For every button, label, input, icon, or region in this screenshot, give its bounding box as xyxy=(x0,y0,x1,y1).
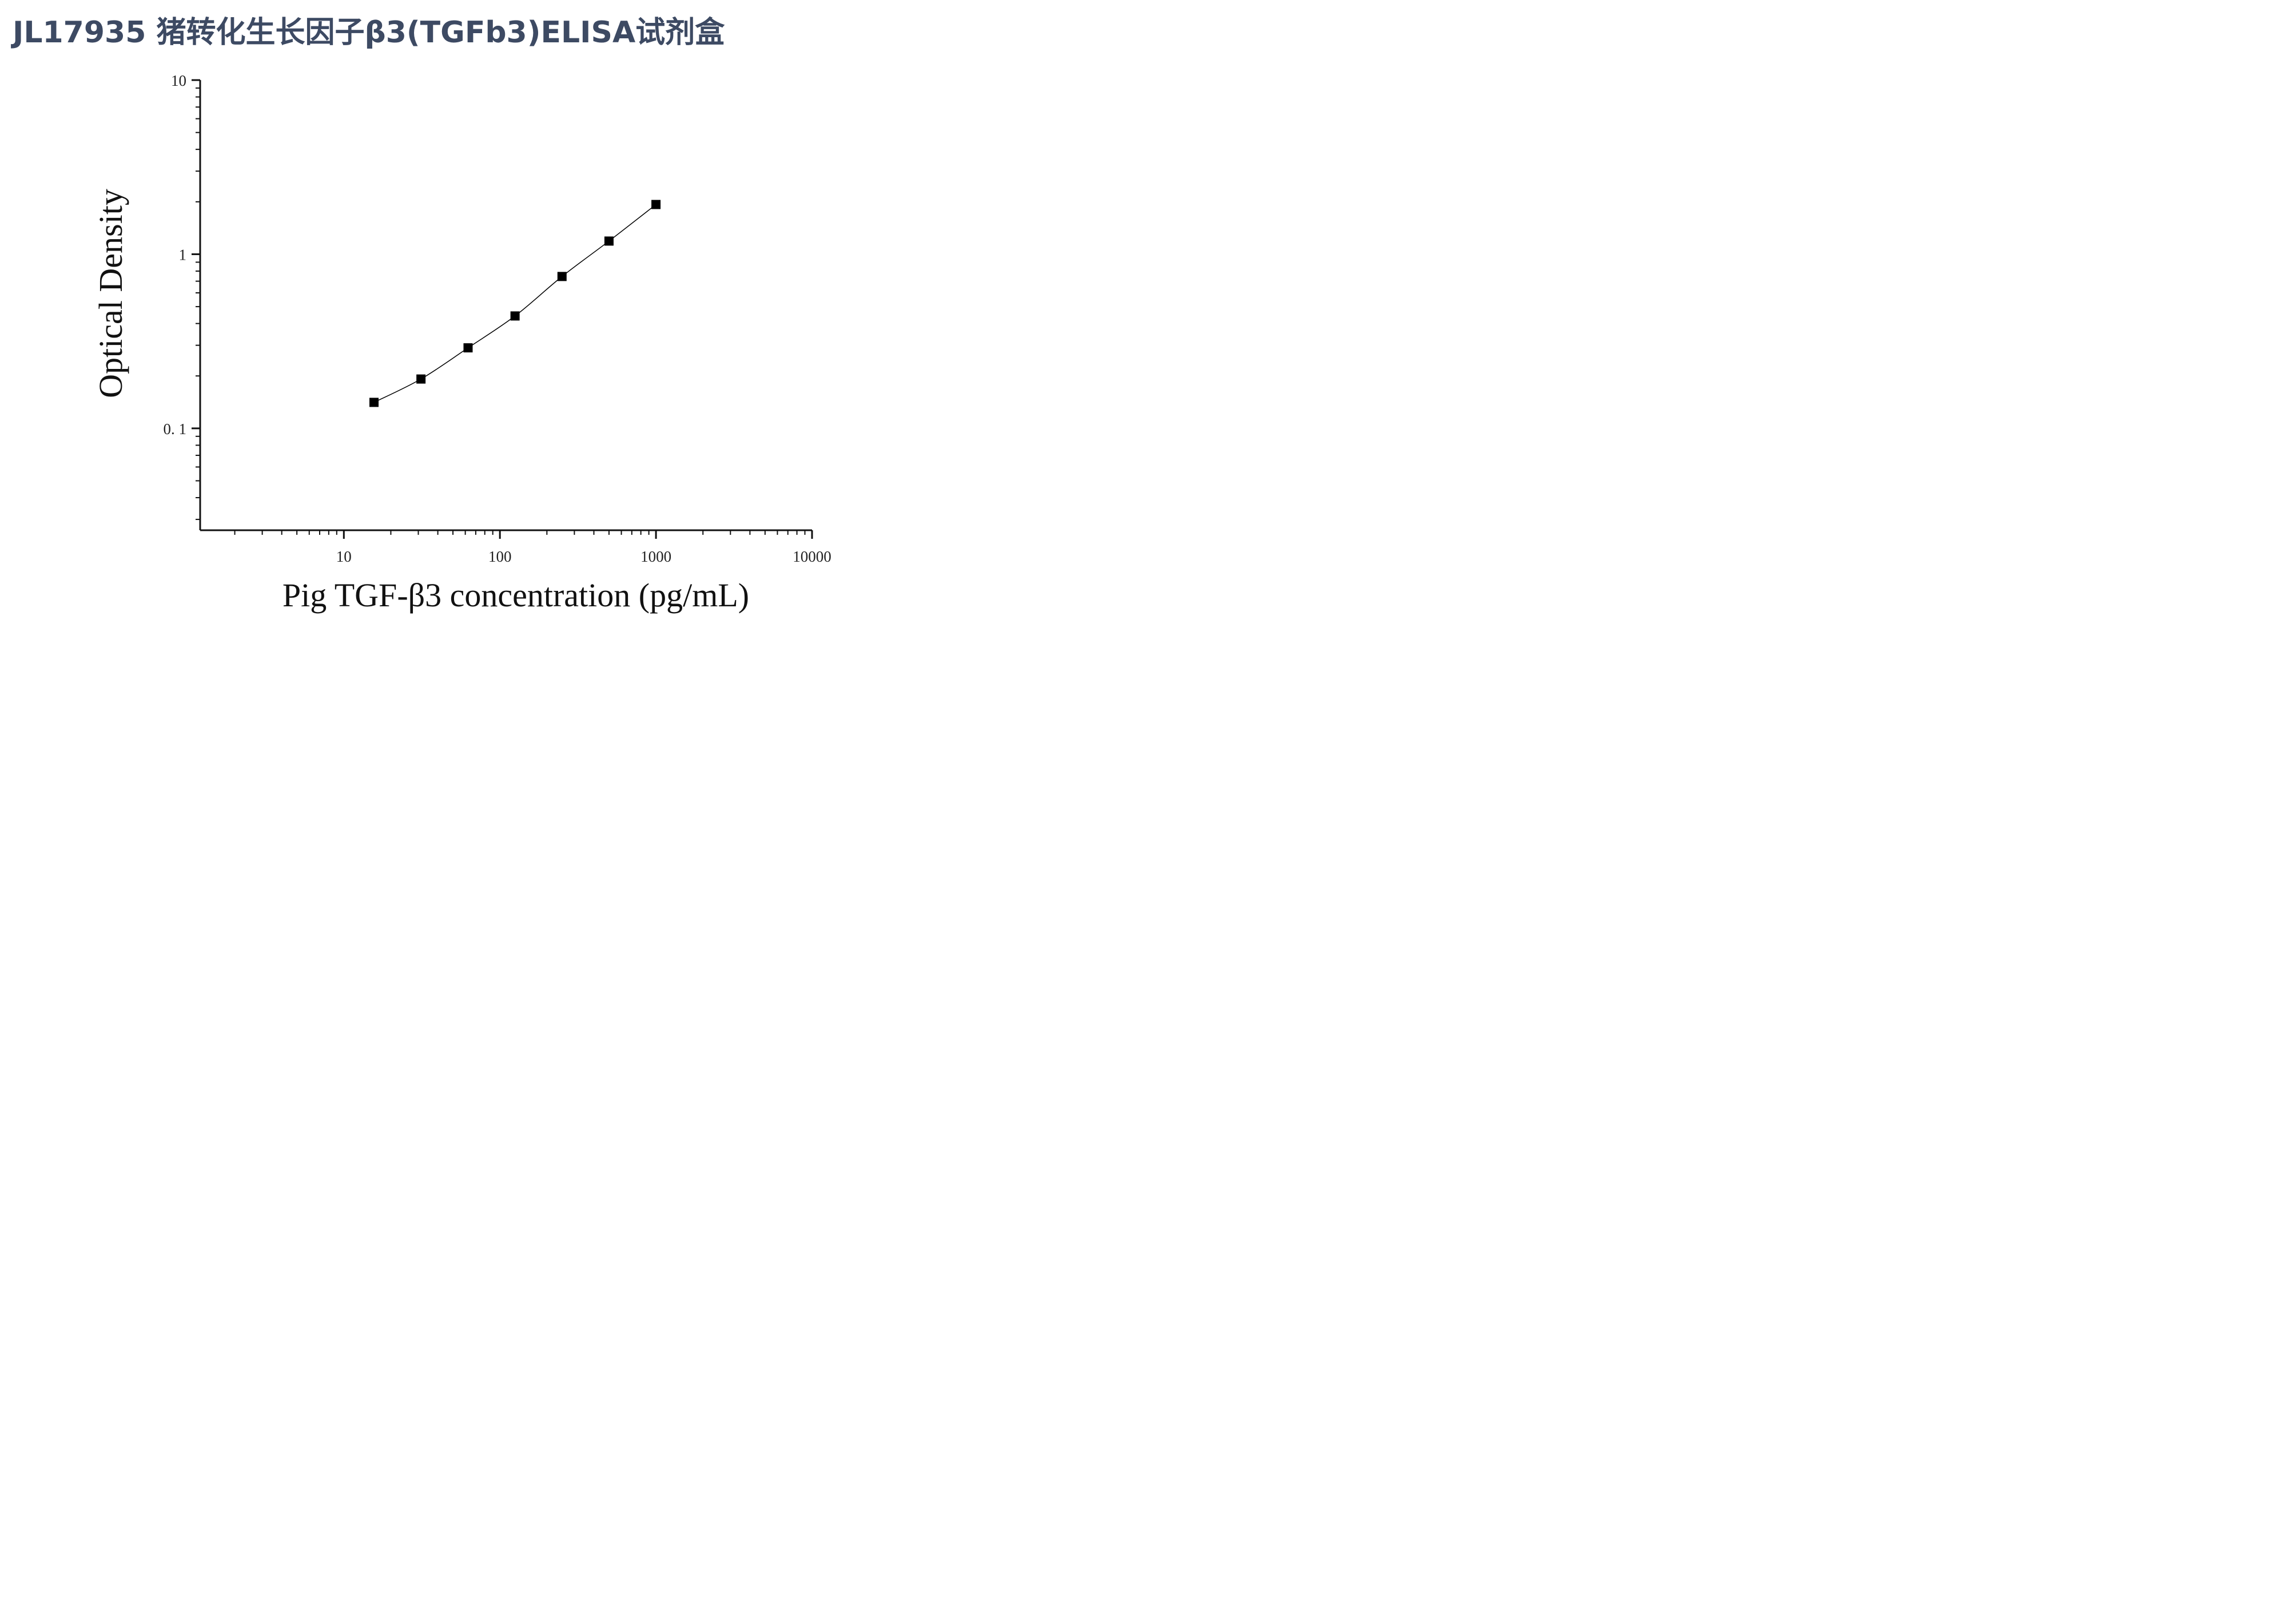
x-axis-title: Pig TGF-β3 concentration (pg/mL) xyxy=(282,577,749,614)
y-axis-title: Optical Density xyxy=(92,189,129,398)
x-tick-label: 1000 xyxy=(640,548,671,565)
fit-line xyxy=(373,204,656,403)
data-point xyxy=(463,343,473,353)
standard-curve-chart: 10 100 1000 10000 0. 1 1 10 Pig TGF-β3 concent… xyxy=(92,72,831,614)
minor-ticks xyxy=(196,87,806,535)
data-points xyxy=(369,200,661,407)
data-point xyxy=(369,398,379,407)
x-tick-label: 10 xyxy=(336,548,352,565)
data-point xyxy=(416,374,426,384)
page-title: JL17935 猪转化生长因子β3(TGFb3)ELISA试剂盒 xyxy=(13,15,725,50)
fit-curve xyxy=(373,204,656,403)
y-tick-label: 1 xyxy=(179,246,187,263)
data-point xyxy=(604,236,614,246)
data-point xyxy=(557,272,567,281)
data-point xyxy=(651,200,661,209)
axes xyxy=(192,79,813,539)
tick-labels: 10 100 1000 10000 0. 1 1 10 xyxy=(164,72,831,565)
x-tick-label: 10000 xyxy=(793,548,831,565)
y-tick-label: 0. 1 xyxy=(164,420,187,438)
data-point xyxy=(510,311,520,321)
x-tick-label: 100 xyxy=(488,548,512,565)
y-tick-label: 10 xyxy=(171,72,186,89)
